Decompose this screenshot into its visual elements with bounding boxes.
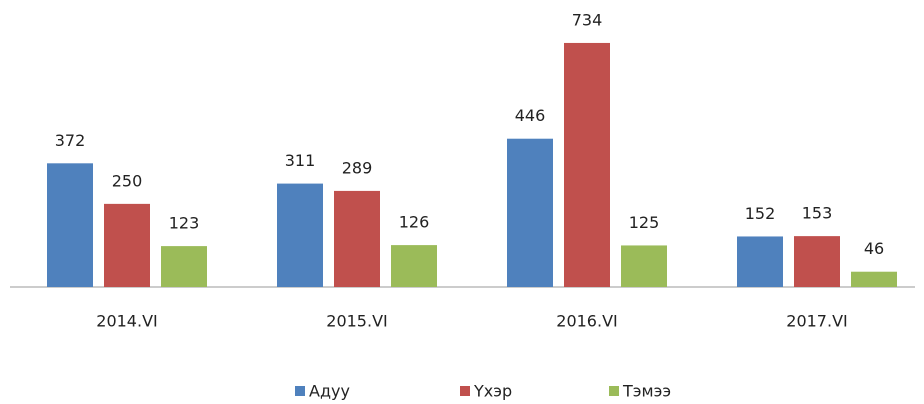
- value-label: 123: [169, 214, 200, 233]
- value-label: 250: [112, 171, 143, 190]
- bar: [47, 163, 93, 287]
- value-label: 734: [572, 10, 603, 29]
- value-label: 372: [55, 131, 86, 150]
- bar: [277, 183, 323, 287]
- bar: [391, 245, 437, 287]
- value-label: 153: [802, 204, 833, 223]
- value-label: 446: [515, 106, 546, 125]
- value-label: 311: [285, 151, 316, 170]
- bar: [161, 246, 207, 287]
- legend-swatch: [609, 386, 619, 396]
- value-label: 46: [864, 239, 884, 258]
- value-label: 126: [399, 213, 430, 232]
- x-tick-label: 2014.VI: [96, 312, 157, 331]
- value-label: 289: [342, 158, 373, 177]
- bar: [334, 190, 380, 287]
- bar: [507, 138, 553, 287]
- legend-swatch: [295, 386, 305, 396]
- legend-label: Адуу: [309, 382, 350, 401]
- value-label: 125: [629, 213, 660, 232]
- x-tick-label: 2016.VI: [556, 312, 617, 331]
- legend-label: Тэмээ: [622, 382, 671, 401]
- value-label: 152: [745, 204, 776, 223]
- x-tick-label: 2015.VI: [326, 312, 387, 331]
- legend-label: Үхэр: [473, 382, 512, 401]
- legend-swatch: [460, 386, 470, 396]
- bar: [564, 42, 610, 287]
- bar: [851, 271, 897, 287]
- bar: [794, 236, 840, 287]
- bar: [621, 245, 667, 287]
- x-tick-label: 2017.VI: [786, 312, 847, 331]
- bar: [737, 236, 783, 287]
- bar: [104, 203, 150, 287]
